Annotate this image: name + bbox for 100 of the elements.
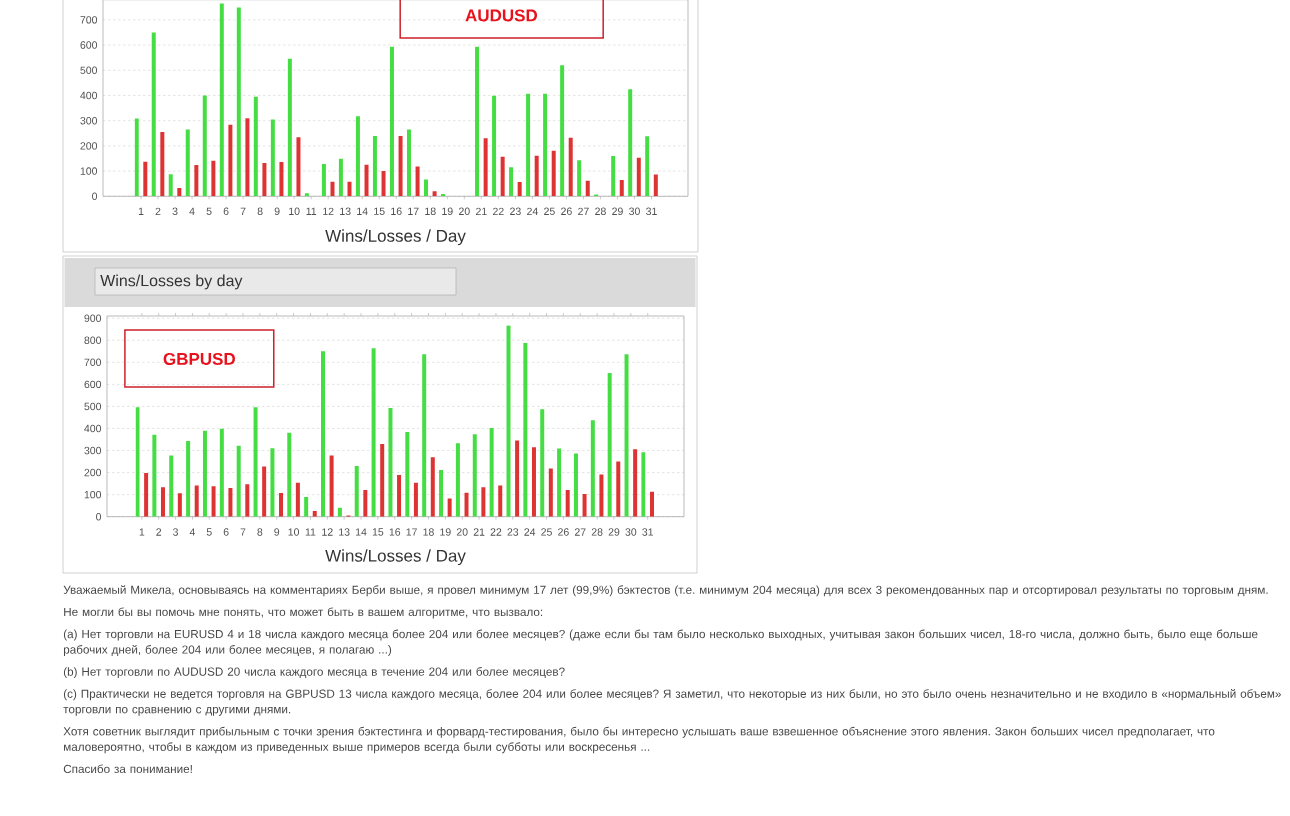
bar <box>228 488 233 517</box>
y-tick-label: 100 <box>84 490 102 499</box>
bar <box>321 164 326 197</box>
bar <box>397 475 402 517</box>
bar <box>506 325 511 517</box>
bar <box>279 162 284 197</box>
bar <box>475 46 480 197</box>
bar <box>194 485 199 517</box>
bar <box>515 440 520 517</box>
bar <box>287 58 292 197</box>
chart-title: Wins/Losses by day <box>100 274 243 290</box>
x-tick-label: 12 <box>323 207 334 215</box>
y-tick-label: 500 <box>84 402 102 411</box>
bar <box>415 166 420 197</box>
y-tick-label: 600 <box>84 380 102 389</box>
bar <box>432 191 437 197</box>
x-tick-label: 29 <box>608 528 620 536</box>
y-tick-label: 600 <box>80 41 98 49</box>
x-tick-label: 27 <box>574 528 586 536</box>
bar <box>270 448 275 517</box>
bar <box>645 136 650 197</box>
y-tick-label: 700 <box>84 358 102 367</box>
bar <box>439 469 444 517</box>
bar <box>548 468 553 517</box>
x-tick-label: 7 <box>240 207 246 215</box>
x-tick-label: 13 <box>340 207 351 216</box>
bar <box>517 181 522 197</box>
x-tick-label: 4 <box>189 207 195 215</box>
bar <box>372 136 377 197</box>
bar <box>236 445 241 517</box>
x-tick-label: 1 <box>139 528 145 536</box>
bar <box>599 474 604 517</box>
x-tick-label: 16 <box>391 207 402 216</box>
text: Уважаемый Микела, основываясь на комментариях Берби выше, я провел минимум 17 лет (99,9%) бэктестов (т.е. минимум 204 месяца) для всех 3 рекомендованных пар и отсортировал результаты по торговым дням. <box>63 585 1268 597</box>
bar <box>406 129 411 197</box>
x-tick-label: 11 <box>305 528 316 536</box>
bar <box>330 181 335 197</box>
x-tick-label: 24 <box>527 207 538 215</box>
y-tick-label: 200 <box>80 142 98 150</box>
x-tick-label: 18 <box>423 528 434 536</box>
bar <box>619 179 624 197</box>
y-tick-label: 200 <box>84 468 102 477</box>
x-tick-label: 17 <box>406 528 417 536</box>
bar <box>590 420 595 517</box>
bar <box>211 160 216 197</box>
x-tick-label: 21 <box>476 207 487 215</box>
x-tick-label: 14 <box>357 207 368 215</box>
x-tick-label: 8 <box>257 528 263 536</box>
bar <box>543 93 548 197</box>
y-tick-label: 0 <box>96 512 102 521</box>
bar <box>364 164 369 197</box>
bar <box>270 119 275 197</box>
bar <box>160 132 165 197</box>
bar <box>398 136 403 197</box>
bar <box>489 428 494 517</box>
bar <box>540 409 545 517</box>
x-tick-label: 21 <box>473 528 485 536</box>
bar <box>582 493 587 517</box>
bar <box>389 46 394 197</box>
x-tick-label: 10 <box>288 528 300 536</box>
y-tick-label: 400 <box>80 91 98 100</box>
bar <box>144 473 149 517</box>
bar <box>262 466 267 517</box>
bar <box>523 342 528 517</box>
bar <box>321 351 326 517</box>
bar <box>135 407 140 517</box>
y-tick-label: 400 <box>84 424 102 433</box>
bar <box>447 498 452 517</box>
x-tick-label: 8 <box>257 207 263 216</box>
bar <box>295 482 300 517</box>
x-tick-label: 20 <box>456 528 468 536</box>
bar <box>371 348 376 517</box>
x-tick-label: 26 <box>561 207 572 216</box>
x-tick-label: 26 <box>558 528 569 536</box>
x-tick-label: 9 <box>274 207 280 216</box>
bar <box>500 156 505 197</box>
bar <box>304 497 309 517</box>
text: (b) Нет торговли по AUDUSD 20 числа каждого месяца в течение 204 или более месяцев? <box>63 667 565 679</box>
bar <box>534 155 539 197</box>
bar <box>573 453 578 517</box>
y-tick-label: 900 <box>84 314 102 322</box>
x-tick-label: 29 <box>612 207 623 216</box>
x-tick-label: 19 <box>440 528 451 536</box>
annotation: GBPUSD <box>163 352 235 365</box>
x-tick-label: 2 <box>155 207 161 215</box>
bar <box>636 157 641 197</box>
bar <box>483 138 488 197</box>
x-tick-label: 3 <box>172 207 178 216</box>
bar <box>134 118 139 197</box>
text: (a) Нет торговли на EURUSD 4 и 18 числа каждого месяца более 204 или более месяцев? (даже если бы там было несколько выходных, учитывая закон больших чисел, 18-го числа, должно быть, было еще больше рабочих дней, более 204 или более месяцев, я полагаю ...) <box>63 629 1258 656</box>
x-tick-label: 27 <box>578 207 589 215</box>
x-tick-label: 25 <box>544 207 555 216</box>
bar <box>624 354 629 517</box>
bar <box>611 155 616 197</box>
bar <box>202 95 207 197</box>
x-tick-label: 15 <box>374 207 385 215</box>
x-tick-label: 3 <box>173 528 178 536</box>
bar <box>388 407 393 517</box>
x-tick-label: 14 <box>356 528 367 536</box>
x-tick-label: 15 <box>372 528 384 536</box>
